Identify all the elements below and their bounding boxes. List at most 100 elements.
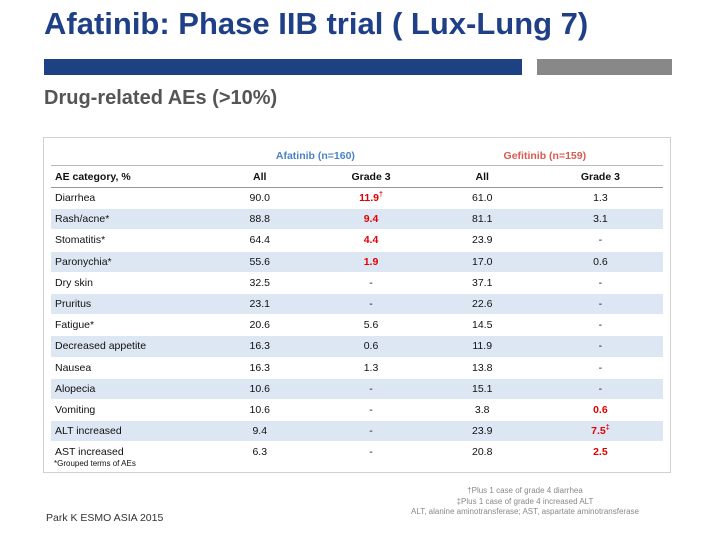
table-row: Fatigue* 20.6 5.6 14.5 - (51, 314, 663, 337)
cell-afatinib-all: 16.3 (204, 357, 316, 379)
cell-gefitinib-grade3-value: 3.1 (593, 213, 608, 226)
grouped-terms-note: *Grouped terms of AEs (54, 459, 136, 468)
cell-afatinib-all: 88.8 (204, 208, 316, 231)
table-row: Alopecia 10.6 - 15.1 - (51, 378, 663, 400)
table-row: Decreased appetite 16.3 0.6 11.9 - (51, 335, 663, 358)
cell-afatinib-grade3-value: - (369, 276, 373, 289)
cell-ae-category-value: Paronychia* (55, 255, 112, 268)
table-row: Stomatitis* 64.4 4.4 23.9 - (51, 229, 663, 252)
cell-afatinib-all: 90.0 (204, 187, 316, 210)
cell-gefitinib-grade3: 0.6 (537, 251, 663, 273)
cell-gefitinib-grade3: - (537, 272, 663, 294)
cell-afatinib-all: 55.6 (204, 251, 316, 273)
cell-ae-category: AST increased (51, 441, 205, 464)
cell-afatinib-all: 23.1 (204, 293, 316, 316)
cell-gefitinib-all: 17.0 (426, 251, 538, 273)
cell-afatinib-all-value: 10.6 (249, 403, 270, 416)
cell-afatinib-grade3-value: 1.3 (363, 361, 379, 374)
footnotes: †Plus 1 case of grade 4 diarrhea ‡Plus 1… (395, 486, 655, 518)
cell-gefitinib-all-value: 11.9 (472, 340, 493, 353)
cell-gefitinib-grade3-value: 0.6 (593, 403, 608, 416)
cell-gefitinib-all-value: 14.5 (472, 319, 493, 332)
cell-afatinib-all-value: 55.6 (249, 255, 270, 268)
slide-title: Afatinib: Phase IIB trial ( Lux-Lung 7) (44, 6, 589, 41)
cell-gefitinib-grade3-value: 1.3 (593, 192, 608, 205)
cell-gefitinib-all: 3.8 (426, 399, 538, 422)
table-row: Paronychia* 55.6 1.9 17.0 0.6 (51, 251, 663, 273)
cell-ae-category: Nausea (51, 357, 205, 379)
gefitinib-group-header: Gefitinib (n=159) (426, 146, 663, 166)
cell-afatinib-all-value: 9.4 (252, 425, 268, 438)
cell-ae-category: Fatigue* (51, 314, 205, 337)
cell-gefitinib-grade3: - (537, 378, 663, 400)
cell-gefitinib-grade3: 1.3 (537, 187, 663, 210)
footnote-alt: ‡Plus 1 case of grade 4 increased ALT (456, 496, 594, 506)
cell-gefitinib-grade3-value: 0.6 (593, 255, 608, 268)
table-column-header-row: AE category, % All Grade 3 All Grade 3 (51, 165, 663, 188)
cell-afatinib-grade3-value: 9.4 (363, 213, 379, 226)
col-header-afatinib-grade3: Grade 3 (315, 165, 427, 188)
cell-afatinib-grade3: - (315, 378, 427, 400)
cell-afatinib-all: 32.5 (204, 272, 316, 294)
cell-gefitinib-grade3: - (537, 293, 663, 316)
cell-ae-category: Diarrhea (51, 187, 205, 210)
cell-afatinib-all: 6.3 (204, 441, 316, 464)
cell-afatinib-grade3-value: 4.4 (363, 234, 379, 247)
cell-afatinib-all-value: 32.5 (249, 276, 270, 289)
cell-gefitinib-grade3-value: - (598, 340, 603, 353)
table-row: Rash/acne* 88.8 9.4 81.1 3.1 (51, 208, 663, 231)
cell-ae-category: Vomiting (51, 399, 205, 422)
footnote-abbreviations: ALT, alanine aminotransferase; AST, aspa… (411, 507, 639, 516)
cell-gefitinib-grade3: - (537, 314, 663, 337)
cell-gefitinib-all: 37.1 (426, 272, 538, 294)
cell-ae-category-value: Stomatitis* (55, 234, 106, 247)
cell-gefitinib-all: 22.6 (426, 293, 538, 316)
cell-gefitinib-grade3: 7.5‡ (537, 420, 663, 443)
cell-gefitinib-grade3-value: - (598, 319, 603, 332)
cell-gefitinib-grade3-value: - (598, 361, 603, 374)
empty-header-cell (51, 146, 205, 166)
cell-afatinib-grade3-value: 0.6 (363, 340, 379, 353)
cell-gefitinib-grade3-value: - (598, 382, 603, 395)
cell-gefitinib-all-value: 17.0 (472, 255, 493, 268)
table-row: AST increased 6.3 - 20.8 2.5 (51, 441, 663, 464)
cell-gefitinib-grade3: - (537, 335, 663, 358)
cell-gefitinib-all: 61.0 (426, 187, 538, 210)
cell-afatinib-grade3: 5.6 (315, 314, 427, 337)
cell-afatinib-grade3-value: 1.9 (363, 255, 379, 268)
cell-afatinib-all-value: 90.0 (249, 192, 270, 205)
cell-afatinib-all: 10.6 (204, 399, 316, 422)
cell-ae-category-value: ALT increased (55, 425, 122, 438)
table-row: Vomiting 10.6 - 3.8 0.6 (51, 399, 663, 422)
col-header-gefitinib-grade3: Grade 3 (537, 165, 663, 188)
cell-gefitinib-all-value: 81.1 (472, 213, 493, 226)
cell-gefitinib-all-value: 20.8 (472, 446, 493, 459)
cell-ae-category-value: Rash/acne* (55, 213, 110, 226)
cell-gefitinib-all-value: 61.0 (472, 192, 493, 205)
cell-afatinib-all-value: 23.1 (249, 298, 270, 311)
cell-ae-category-value: Pruritus (55, 298, 92, 311)
table-row: Pruritus 23.1 - 22.6 - (51, 293, 663, 316)
cell-gefitinib-all-value: 13.8 (472, 361, 493, 374)
table-row: Nausea 16.3 1.3 13.8 - (51, 357, 663, 379)
cell-afatinib-all-value: 20.6 (249, 319, 270, 332)
cell-gefitinib-grade3: 2.5 (537, 441, 663, 464)
title-underline-bar (44, 59, 522, 75)
cell-ae-category-value: Vomiting (55, 403, 96, 416)
table-group-header-row: Afatinib (n=160) Gefitinib (n=159) (51, 146, 663, 166)
cell-gefitinib-all: 14.5 (426, 314, 538, 337)
cell-afatinib-all-value: 16.3 (249, 361, 270, 374)
cell-afatinib-grade3: - (315, 441, 427, 464)
cell-afatinib-all: 9.4 (204, 420, 316, 443)
cell-afatinib-grade3-value: 11.9 (359, 192, 379, 205)
cell-gefitinib-all-value: 23.9 (472, 425, 493, 438)
cell-ae-category: Stomatitis* (51, 229, 205, 252)
cell-gefitinib-all-value: 15.1 (472, 382, 493, 395)
cell-gefitinib-all-value: 22.6 (472, 298, 493, 311)
cell-afatinib-grade3: - (315, 293, 427, 316)
cell-afatinib-grade3: 11.9† (315, 187, 427, 210)
col-header-gefitinib-all: All (426, 165, 538, 188)
cell-afatinib-grade3: - (315, 399, 427, 422)
cell-ae-category-value: AST increased (55, 446, 124, 459)
cell-afatinib-grade3: - (315, 420, 427, 443)
